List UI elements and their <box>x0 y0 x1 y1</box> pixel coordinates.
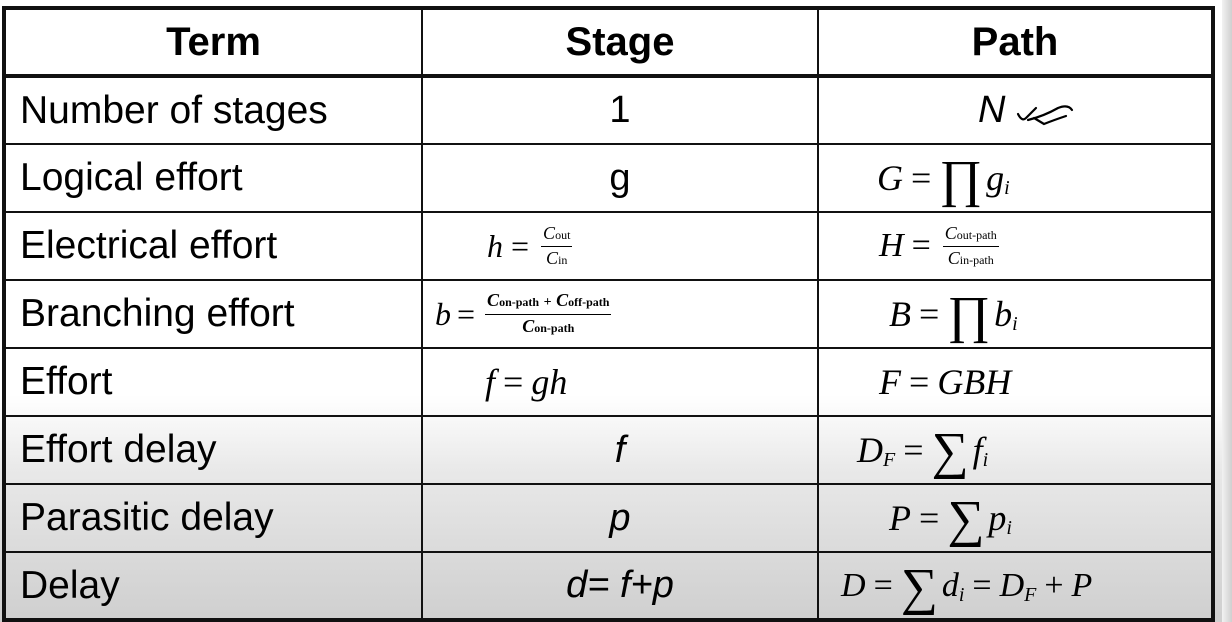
term-cell: Electrical effort <box>3 211 423 281</box>
term-cell: Parasitic delay <box>3 483 423 553</box>
stage-cell: b = Con-path + Coff-path Con-path <box>421 279 819 349</box>
path-formula: F = GBH <box>879 362 1012 402</box>
term-cell: Logical effort <box>3 143 423 213</box>
header-term: Term <box>3 7 423 78</box>
handwritten-check-mark-icon <box>1016 105 1074 126</box>
table-row: Effort f = gh F = GBH <box>3 347 1214 417</box>
header-path: Path <box>817 7 1214 78</box>
term-cell: Effort <box>3 347 423 417</box>
stage-formula: f = gh <box>485 362 568 402</box>
path-cell: H = Cout-path Cin-path <box>817 211 1214 281</box>
window-edge <box>1222 0 1232 622</box>
table-row: Branching effort b = Con-path + Coff-pat… <box>3 279 1214 349</box>
path-formula: H = Cout-path Cin-path <box>879 222 999 268</box>
stage-formula: b = Con-path + Coff-path Con-path <box>435 290 612 336</box>
table-row: Electrical effort h = Cout Cin H = Cout-… <box>3 211 1214 281</box>
logical-effort-table: Term Stage Path Number of stages 1 N Log… <box>2 6 1215 622</box>
path-n: N <box>978 88 1006 131</box>
term-cell: Delay <box>3 551 423 621</box>
header-row: Term Stage Path <box>3 7 1214 78</box>
stage-cell: f <box>421 415 819 485</box>
stage-cell: p <box>421 483 819 553</box>
header-stage: Stage <box>421 7 819 78</box>
path-cell: F = GBH <box>817 347 1214 417</box>
stage-cell: h = Cout Cin <box>421 211 819 281</box>
stage-cell: d= f+p <box>421 551 819 621</box>
stage-cell: 1 <box>421 75 819 145</box>
stage-cell: g <box>421 143 819 213</box>
path-cell: N <box>817 75 1214 145</box>
stage-cell: f = gh <box>421 347 819 417</box>
stage-formula: h = Cout Cin <box>487 222 573 268</box>
term-cell: Effort delay <box>3 415 423 485</box>
term-cell: Number of stages <box>3 75 423 145</box>
table-row: Number of stages 1 N <box>3 75 1214 145</box>
term-cell: Branching effort <box>3 279 423 349</box>
